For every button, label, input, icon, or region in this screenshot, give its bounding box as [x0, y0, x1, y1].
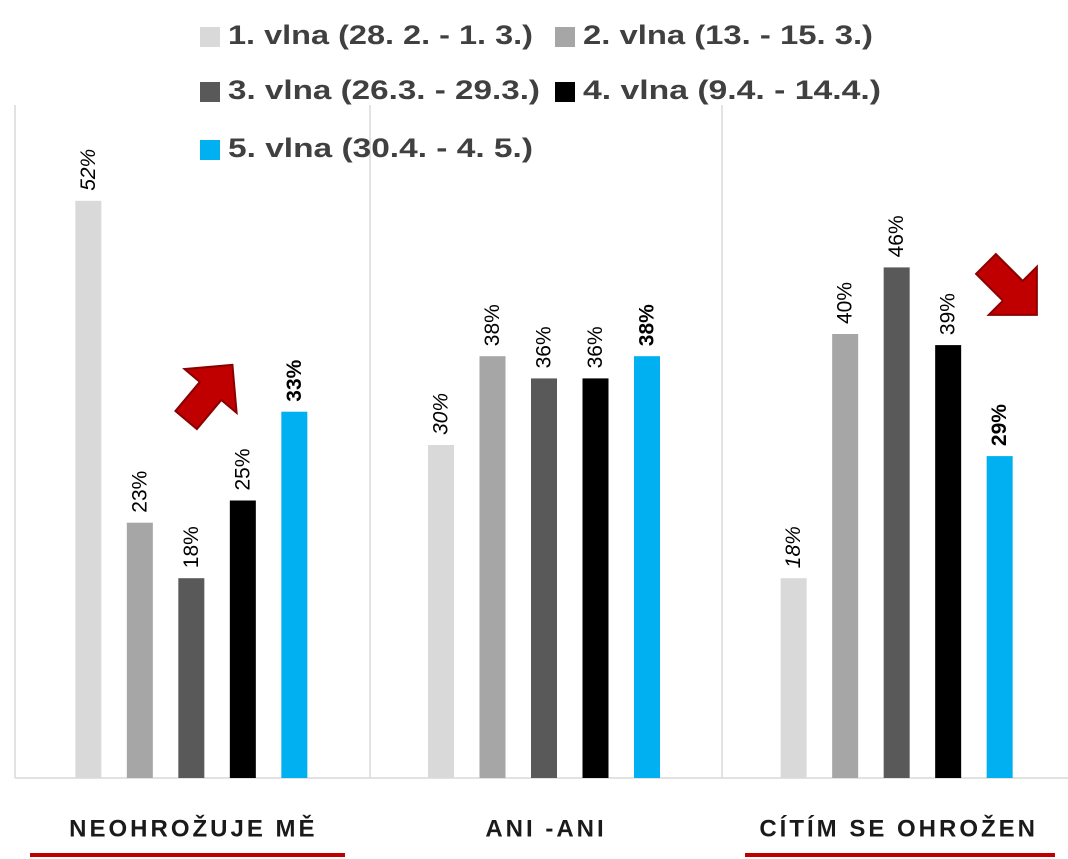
value-label: 36% [533, 326, 556, 368]
bar [832, 334, 859, 778]
value-label: 46% [885, 215, 908, 257]
bar [986, 456, 1013, 778]
legend-swatch [200, 140, 220, 160]
bar [780, 578, 807, 778]
value-label: 39% [937, 293, 960, 335]
legend-swatch [555, 82, 575, 102]
bar [281, 411, 308, 778]
bar [428, 445, 454, 778]
bar [229, 500, 256, 778]
legend-label: 1. vlna (28. 2. - 1. 3.) [228, 20, 533, 50]
legend-label: 3. vlna (26.3. - 29.3.) [228, 75, 540, 105]
value-label: 29% [988, 404, 1011, 446]
value-label: 38% [481, 304, 504, 346]
bar [582, 378, 609, 778]
value-label: 40% [834, 282, 857, 324]
value-label: 52% [77, 149, 100, 191]
legend-label: 2. vlna (13. - 15. 3.) [583, 20, 873, 50]
value-label: 36% [584, 326, 607, 368]
arrow-down [974, 252, 1038, 316]
value-label: 33% [283, 359, 306, 401]
bar [178, 578, 205, 778]
bar [75, 200, 102, 779]
legend-swatch [200, 82, 220, 102]
category-label: NEOHROŽUJE MĚ [69, 814, 317, 842]
value-label: 38% [636, 304, 659, 346]
bar [935, 345, 962, 778]
bar [126, 522, 153, 778]
value-label: 18% [180, 526, 203, 568]
bar [531, 378, 557, 778]
category-label: ANI -ANI [485, 815, 606, 842]
legend-swatch [555, 27, 575, 47]
value-label: 30% [430, 393, 453, 435]
arrow-up [174, 363, 238, 431]
bar [634, 356, 660, 778]
bar [883, 267, 910, 778]
legend-label: 4. vlna (9.4. - 14.4.) [583, 75, 881, 105]
legend-label: 5. vlna (30.4. - 4. 5.) [228, 133, 533, 163]
value-label: 23% [128, 471, 151, 513]
category-label: CÍTÍM SE OHROŽEN [759, 814, 1038, 842]
legend-swatch [200, 27, 220, 47]
bar [479, 356, 506, 778]
value-label: 25% [231, 448, 254, 490]
value-label: 18% [782, 526, 805, 568]
